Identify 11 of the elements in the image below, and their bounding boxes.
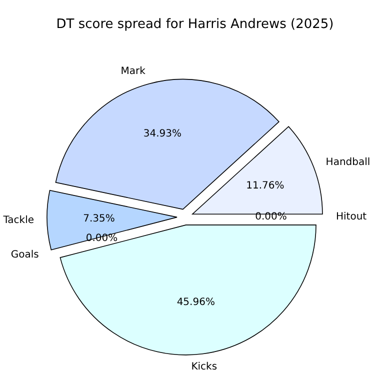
category-label: Goals	[10, 249, 39, 260]
slice-label: Mark	[120, 66, 146, 77]
slice-label: Kicks	[191, 361, 218, 372]
data-label: 34.93%	[143, 128, 182, 140]
slice-label: Tackle	[2, 214, 34, 226]
data-label: 7.35%	[83, 213, 115, 224]
data-label: 45.96%	[176, 296, 215, 308]
slice-label: Handball	[326, 156, 370, 168]
chart-title: DT score spread for Harris Andrews (2025)	[55, 17, 335, 32]
category-label: Hitout	[336, 212, 367, 222]
data-label: 11.76%	[246, 180, 284, 192]
